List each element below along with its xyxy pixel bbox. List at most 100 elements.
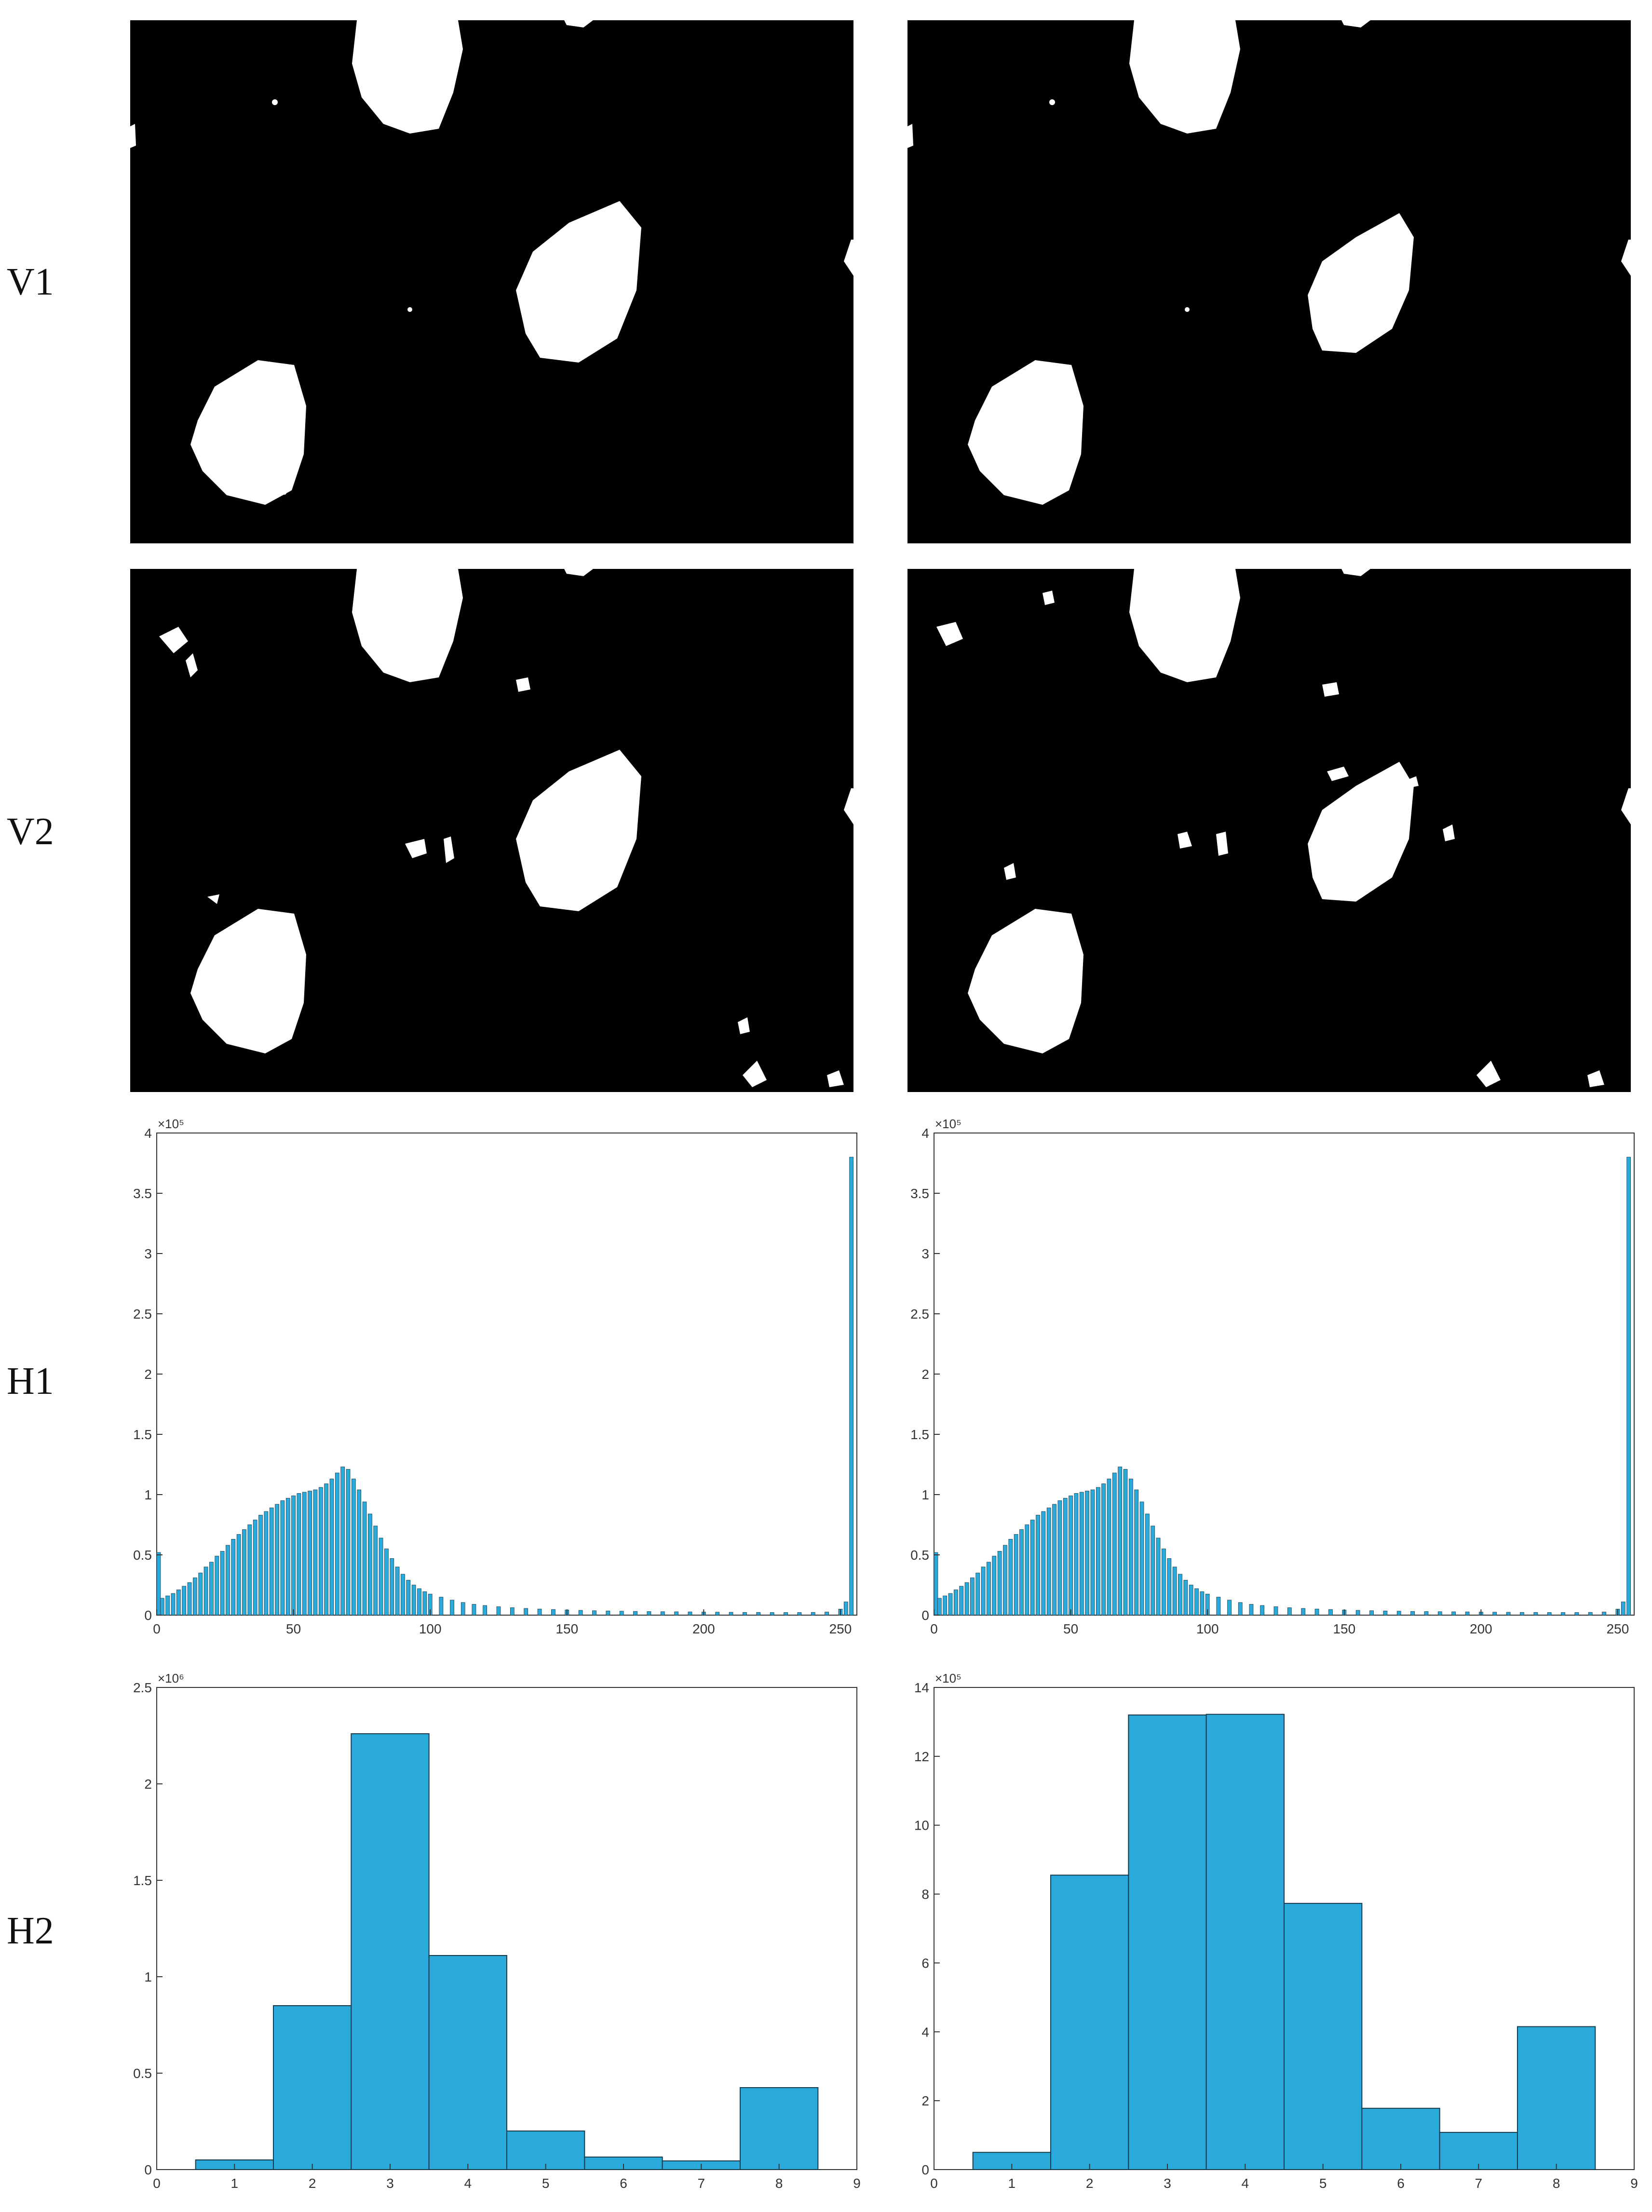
histogram-bar [198,1573,203,1616]
histogram-bar [379,1538,383,1616]
histogram-bar [1533,1612,1538,1616]
h1-right-histogram: 0 50 100 150 200 250 0 0.5 1 1.5 2 2.5 3 3.5 4 ×10⁵ [910,1117,1635,1636]
histogram-bar [422,1591,427,1616]
histogram-bar [715,1612,720,1616]
x-tick-label: 2 [1086,2176,1094,2191]
x-tick-label: 9 [1630,2176,1638,2191]
histogram-bar [1200,1591,1205,1616]
x-tick-label: 1 [1008,2176,1016,2191]
y-exponent-label: ×10⁵ [935,1117,961,1131]
y-tick-label: 2.5 [910,1307,929,1322]
histogram-bar [1396,1611,1401,1616]
y-tick-label: 3.5 [133,1186,152,1201]
x-tick-label: 4 [1242,2176,1249,2191]
h2-left-histogram: 0 1 2 3 4 5 6 7 8 9 0 0.5 1 1.5 2 2.5 ×10⁶ [133,1671,861,2191]
y-exponent-label: ×10⁶ [158,1671,184,1686]
y-tick-label: 2.5 [133,1680,152,1695]
histogram-bar [784,1612,788,1616]
histogram-bar [1183,1580,1188,1616]
y-tick-label: 0 [144,2162,152,2177]
y-exponent-label: ×10⁵ [935,1671,961,1686]
histogram-bar [1547,1612,1552,1616]
row-label-h1: H1 [7,1360,54,1403]
x-tick-label: 150 [555,1621,578,1636]
x-tick-label: 8 [1553,2176,1560,2191]
histogram-bar [970,1578,975,1616]
histogram-bar [220,1551,225,1616]
histogram-bar [1506,1612,1511,1616]
histogram-bar [297,1493,301,1616]
histogram-bar [1057,1500,1062,1616]
histogram-bar [160,1598,164,1616]
x-tick-label: 7 [698,2176,705,2191]
histogram-bar [954,1590,958,1616]
histogram-bar [1063,1498,1068,1616]
x-tick-label: 8 [775,2176,783,2191]
histogram-bar [825,1612,829,1616]
histogram-bar [1112,1472,1117,1616]
histogram-bar [1451,1611,1456,1616]
x-tick-label: 200 [1470,1621,1492,1636]
histogram-bar [1194,1588,1199,1616]
y-exponent-label: ×10⁵ [158,1117,184,1131]
x-tick-label: 100 [419,1621,442,1636]
histogram-bar [1008,1539,1013,1616]
y-tick-label: 2 [921,2093,929,2108]
h1-left-histogram: 0 50 100 150 200 250 0 0.5 1 1.5 2 2.5 3 3.5 4 ×10⁵ [133,1117,857,1636]
histogram-bar [1216,1597,1221,1616]
histogram-bar [1369,1610,1374,1616]
histogram-bar [231,1539,236,1616]
histogram-bar [1162,1549,1166,1616]
histogram-bar [1079,1492,1084,1616]
x-tick-label: 3 [1164,2176,1171,2191]
histogram-bar [1465,1611,1470,1616]
histogram-bar [1030,1520,1035,1616]
histogram-bar [275,1504,279,1616]
histogram-bar [1227,1600,1232,1616]
histogram-bar [619,1611,624,1616]
y-tick-label: 10 [914,1818,929,1833]
x-tick-label: 2 [309,2176,316,2191]
histogram-bar [633,1611,637,1616]
histogram-bar [537,1608,542,1616]
histogram-bar [1050,1875,1129,2170]
histogram-bar [1074,1493,1079,1616]
histogram-bar [934,1552,938,1616]
histogram-bar [417,1588,421,1616]
histogram-bar [1036,1515,1040,1616]
histogram-bar [1383,1610,1388,1616]
y-tick-label: 1.5 [133,1873,152,1888]
histogram-bar [285,1498,290,1616]
y-tick-label: 1 [144,1969,152,1984]
histogram-bar [1172,1566,1177,1616]
histogram-bar [280,1500,285,1616]
y-tick-label: 4 [921,2024,929,2039]
histogram-bar [1167,1558,1172,1616]
histogram-bar [948,1593,953,1616]
histogram-bar [247,1524,252,1616]
histogram-bar [551,1609,555,1616]
histogram-bar [1101,1484,1106,1616]
y-tick-label: 2.5 [133,1307,152,1322]
histogram-bar [395,1566,400,1616]
x-tick-label: 0 [153,2176,161,2191]
row-label-h2: H2 [7,1910,54,1952]
histogram-bar [1249,1604,1254,1616]
histogram-bar [1134,1489,1139,1616]
histogram-bar [411,1585,416,1616]
y-tick-label: 6 [921,1956,929,1970]
x-tick-label: 4 [464,2176,472,2191]
x-tick-label: 150 [1333,1621,1355,1636]
histogram-bar [346,1469,351,1616]
x-tick-label: 6 [620,2176,627,2191]
histogram-bar [165,1595,170,1616]
histogram-bar [187,1582,192,1616]
y-tick-label: 0.5 [133,1548,152,1563]
v1-right-mask-image [907,20,1631,543]
histogram-bar [1626,1157,1631,1616]
histogram-bar [592,1610,596,1616]
x-tick-label: 5 [1319,2176,1327,2191]
histogram-bar [1046,1508,1051,1616]
histogram-bar [1301,1608,1306,1616]
histogram-bar [1052,1504,1056,1616]
